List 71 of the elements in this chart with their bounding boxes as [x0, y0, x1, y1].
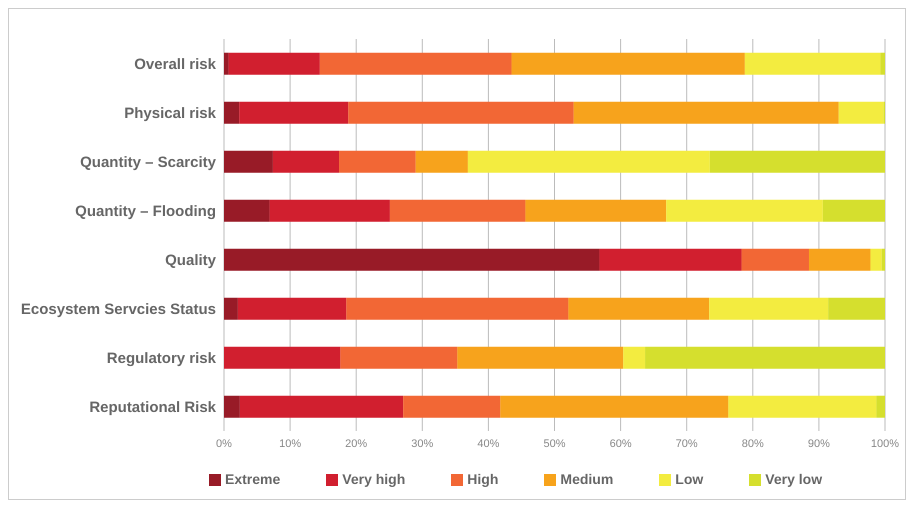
- x-tick-label: 80%: [742, 438, 764, 450]
- legend-label: Very high: [342, 471, 406, 487]
- bar: [348, 102, 574, 124]
- bar: [240, 396, 404, 418]
- x-tick-label: 0%: [216, 438, 232, 450]
- bar: [808, 248, 870, 271]
- bar: [239, 102, 348, 124]
- bar: [568, 298, 710, 320]
- legend-label: Medium: [560, 471, 614, 487]
- bar: [320, 52, 512, 75]
- bar: [645, 346, 885, 369]
- bar: [512, 52, 745, 75]
- bar: [876, 396, 885, 418]
- bar: [742, 248, 809, 271]
- bar: [238, 298, 346, 320]
- bar: [339, 150, 416, 173]
- bar: [270, 200, 390, 222]
- x-tick-label: 60%: [610, 438, 632, 450]
- legend-label: Extreme: [225, 471, 280, 487]
- bar: [744, 52, 880, 75]
- x-tick-label: 90%: [808, 438, 830, 450]
- bar: [224, 52, 229, 75]
- bar: [525, 200, 666, 222]
- y-tick-label: Regulatory risk: [106, 350, 217, 367]
- bar: [623, 346, 646, 369]
- bar: [390, 200, 526, 222]
- bar: [828, 298, 885, 320]
- bar: [709, 298, 828, 320]
- bar: [224, 298, 238, 320]
- bar: [228, 52, 320, 75]
- bar: [403, 396, 500, 418]
- legend-label: Low: [675, 471, 704, 487]
- x-tick-label: 20%: [345, 438, 368, 450]
- bar: [880, 52, 885, 75]
- bar: [710, 150, 885, 173]
- bar: [416, 150, 468, 173]
- bar: [468, 150, 710, 173]
- bar: [870, 248, 882, 271]
- x-tick-label: 50%: [543, 438, 566, 450]
- bar: [224, 102, 240, 124]
- bar: [666, 200, 823, 222]
- legend-label: Very low: [765, 471, 822, 487]
- bar: [500, 396, 728, 418]
- bar: [838, 102, 884, 124]
- y-tick-label: Overall risk: [134, 56, 217, 73]
- bar: [272, 150, 340, 173]
- y-tick-label: Ecosystem Servcies Status: [20, 300, 216, 318]
- bar: [574, 102, 839, 124]
- bar: [346, 298, 568, 320]
- legend-label: High: [467, 471, 498, 487]
- bar: [224, 248, 600, 271]
- y-tick-label: Physical risk: [124, 104, 217, 122]
- x-tick-label: 30%: [411, 438, 434, 450]
- bar: [224, 200, 270, 222]
- x-tick-label: 10%: [279, 438, 302, 450]
- bar: [224, 396, 240, 418]
- bar: [457, 346, 624, 369]
- bar: [728, 396, 876, 418]
- y-tick-label: Quality: [165, 252, 217, 269]
- y-tick-label: Reputational Risk: [89, 398, 217, 416]
- y-tick-label: Quantity – Scarcity: [80, 154, 217, 171]
- y-tick-label: Quantity – Flooding: [75, 202, 216, 220]
- bar: [599, 248, 742, 271]
- x-tick-label: 40%: [477, 438, 500, 450]
- bar: [340, 346, 458, 369]
- x-tick-label: 70%: [676, 438, 698, 450]
- bar: [882, 248, 885, 271]
- bar: [822, 200, 885, 222]
- x-tick-label: 100%: [870, 438, 900, 450]
- bar: [224, 150, 273, 173]
- bar: [224, 346, 340, 369]
